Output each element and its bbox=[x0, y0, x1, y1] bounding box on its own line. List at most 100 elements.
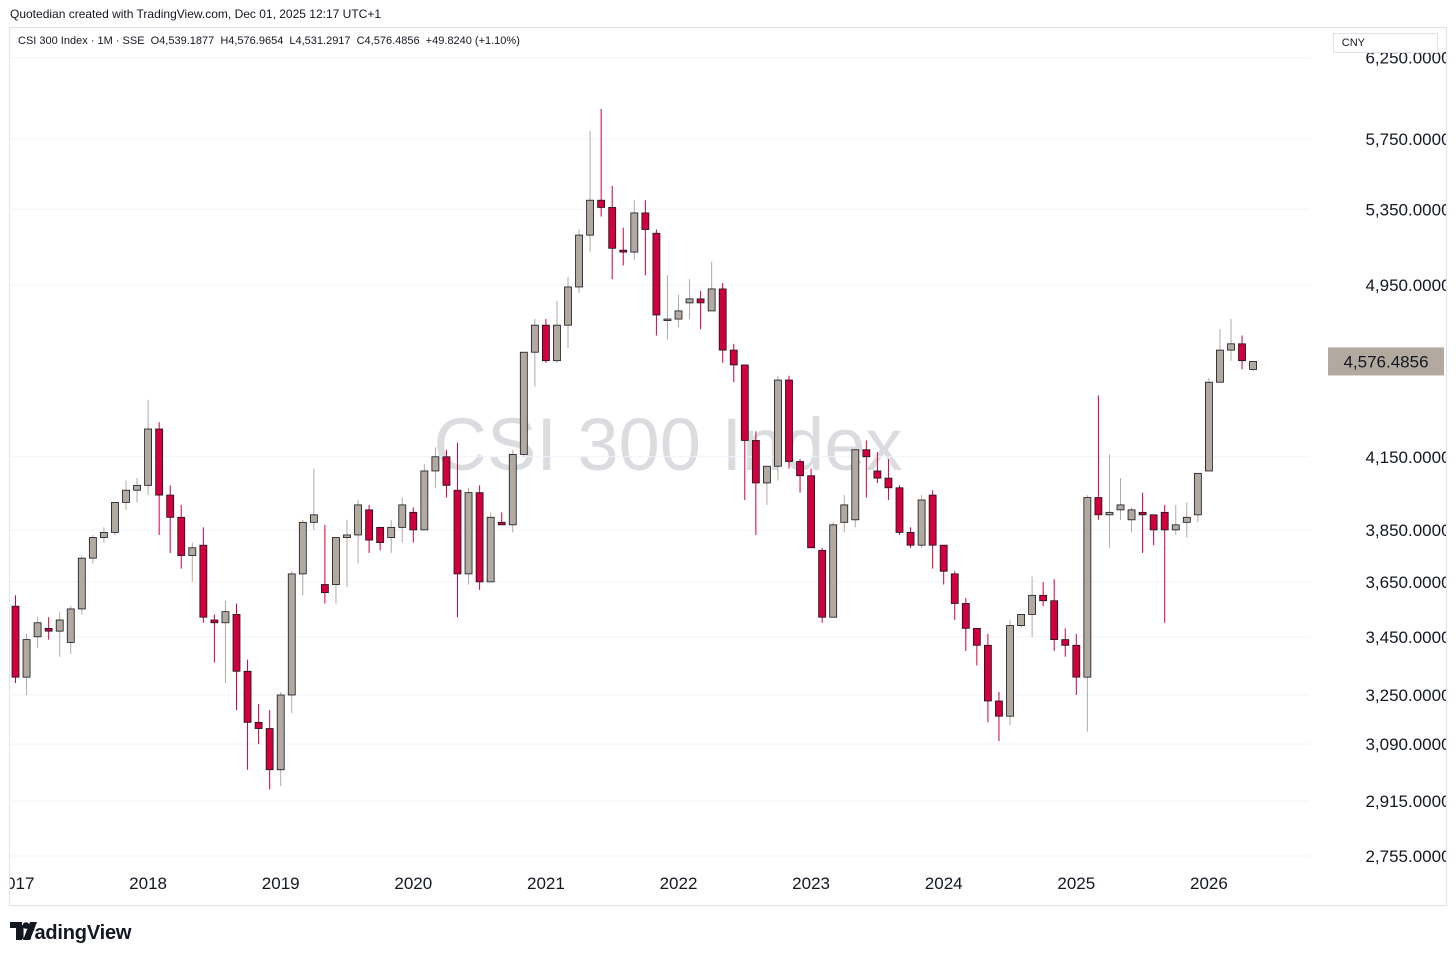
candle[interactable] bbox=[718, 283, 727, 363]
candle[interactable] bbox=[464, 487, 473, 585]
candle[interactable] bbox=[1193, 472, 1202, 523]
candle[interactable] bbox=[1061, 628, 1070, 657]
candle[interactable] bbox=[1138, 492, 1147, 553]
candle[interactable] bbox=[1017, 614, 1025, 629]
candle[interactable] bbox=[1160, 504, 1169, 623]
candle[interactable] bbox=[1116, 478, 1125, 520]
candle[interactable] bbox=[1083, 495, 1092, 732]
candle[interactable] bbox=[961, 598, 970, 652]
candle[interactable] bbox=[1006, 619, 1014, 726]
candle[interactable] bbox=[796, 459, 804, 493]
candle[interactable] bbox=[950, 571, 959, 620]
candle[interactable] bbox=[1072, 633, 1081, 695]
candle[interactable] bbox=[696, 290, 705, 330]
candle[interactable] bbox=[431, 447, 440, 488]
candle[interactable] bbox=[66, 606, 75, 654]
candle[interactable] bbox=[663, 275, 672, 340]
candle[interactable] bbox=[420, 463, 429, 531]
candle[interactable] bbox=[564, 277, 572, 349]
candle[interactable] bbox=[287, 571, 296, 714]
candle[interactable] bbox=[862, 440, 871, 498]
candle[interactable] bbox=[906, 527, 915, 548]
candle[interactable] bbox=[519, 351, 528, 457]
candle[interactable] bbox=[243, 659, 252, 770]
candle[interactable] bbox=[44, 617, 53, 640]
candle[interactable] bbox=[630, 200, 639, 260]
candle[interactable] bbox=[33, 617, 42, 649]
candle[interactable] bbox=[575, 229, 583, 293]
candle[interactable] bbox=[486, 512, 495, 583]
candle[interactable] bbox=[1094, 395, 1103, 520]
candle[interactable] bbox=[254, 704, 263, 745]
candle[interactable] bbox=[1238, 335, 1246, 370]
candle[interactable] bbox=[409, 507, 418, 543]
candle[interactable] bbox=[1171, 504, 1180, 535]
candle[interactable] bbox=[729, 343, 738, 383]
candle[interactable] bbox=[530, 319, 539, 387]
candle[interactable] bbox=[188, 542, 197, 582]
candle[interactable] bbox=[55, 611, 64, 657]
candle[interactable] bbox=[542, 319, 550, 363]
candle[interactable] bbox=[398, 497, 407, 543]
candlestick-chart[interactable]: CSI 300 Index 6,250.0000 5,750.0000 5,350.… bbox=[10, 28, 1447, 906]
candle[interactable] bbox=[1182, 502, 1191, 538]
candle[interactable] bbox=[851, 449, 860, 528]
candle[interactable] bbox=[751, 431, 760, 535]
candle[interactable] bbox=[840, 495, 849, 533]
candle[interactable] bbox=[553, 300, 561, 363]
candle[interactable] bbox=[508, 449, 517, 533]
candle[interactable] bbox=[895, 485, 904, 535]
candle[interactable] bbox=[1039, 581, 1048, 607]
candle[interactable] bbox=[972, 627, 981, 666]
candle[interactable] bbox=[11, 595, 20, 684]
candle[interactable] bbox=[1028, 576, 1036, 637]
candle[interactable] bbox=[608, 185, 617, 280]
candle[interactable] bbox=[309, 468, 318, 530]
candle[interactable] bbox=[873, 452, 882, 483]
candle[interactable] bbox=[166, 485, 175, 553]
candle[interactable] bbox=[100, 527, 108, 543]
candle[interactable] bbox=[707, 261, 716, 312]
candle[interactable] bbox=[807, 468, 815, 549]
candle[interactable] bbox=[586, 130, 594, 253]
candle[interactable] bbox=[320, 524, 329, 604]
candle[interactable] bbox=[111, 502, 119, 535]
candle[interactable] bbox=[1127, 507, 1136, 533]
tradingview-logo[interactable]: TradingView bbox=[10, 922, 131, 945]
candle[interactable] bbox=[740, 364, 749, 500]
candle[interactable] bbox=[928, 490, 937, 569]
candle[interactable] bbox=[354, 499, 362, 564]
candle[interactable] bbox=[122, 480, 130, 510]
candle[interactable] bbox=[276, 691, 285, 787]
candle[interactable] bbox=[343, 519, 351, 588]
candle[interactable] bbox=[1227, 319, 1235, 361]
candle[interactable] bbox=[497, 512, 506, 526]
candle[interactable] bbox=[232, 603, 241, 711]
candle[interactable] bbox=[298, 519, 307, 596]
candle[interactable] bbox=[785, 375, 793, 469]
candle[interactable] bbox=[1105, 454, 1114, 548]
candle[interactable] bbox=[939, 544, 948, 585]
candle[interactable] bbox=[376, 526, 385, 551]
candle[interactable] bbox=[774, 375, 782, 481]
candle[interactable] bbox=[1149, 514, 1158, 546]
candle[interactable] bbox=[1050, 579, 1059, 652]
candle[interactable] bbox=[144, 399, 153, 496]
candle[interactable] bbox=[685, 279, 694, 320]
candle[interactable] bbox=[1205, 377, 1213, 472]
candle[interactable] bbox=[442, 449, 451, 498]
candle[interactable] bbox=[22, 633, 31, 695]
candle[interactable] bbox=[1249, 361, 1257, 372]
currency-selector[interactable]: CNY bbox=[1332, 33, 1438, 53]
candle[interactable] bbox=[365, 504, 374, 553]
candle[interactable] bbox=[387, 519, 396, 553]
candle[interactable] bbox=[177, 504, 186, 569]
candle[interactable] bbox=[829, 522, 838, 618]
candle[interactable] bbox=[884, 459, 893, 500]
candle[interactable] bbox=[652, 229, 661, 336]
candle[interactable] bbox=[332, 537, 340, 604]
candle[interactable] bbox=[818, 547, 827, 623]
candle[interactable] bbox=[133, 478, 141, 503]
candle[interactable] bbox=[77, 555, 86, 615]
candle[interactable] bbox=[597, 108, 606, 217]
